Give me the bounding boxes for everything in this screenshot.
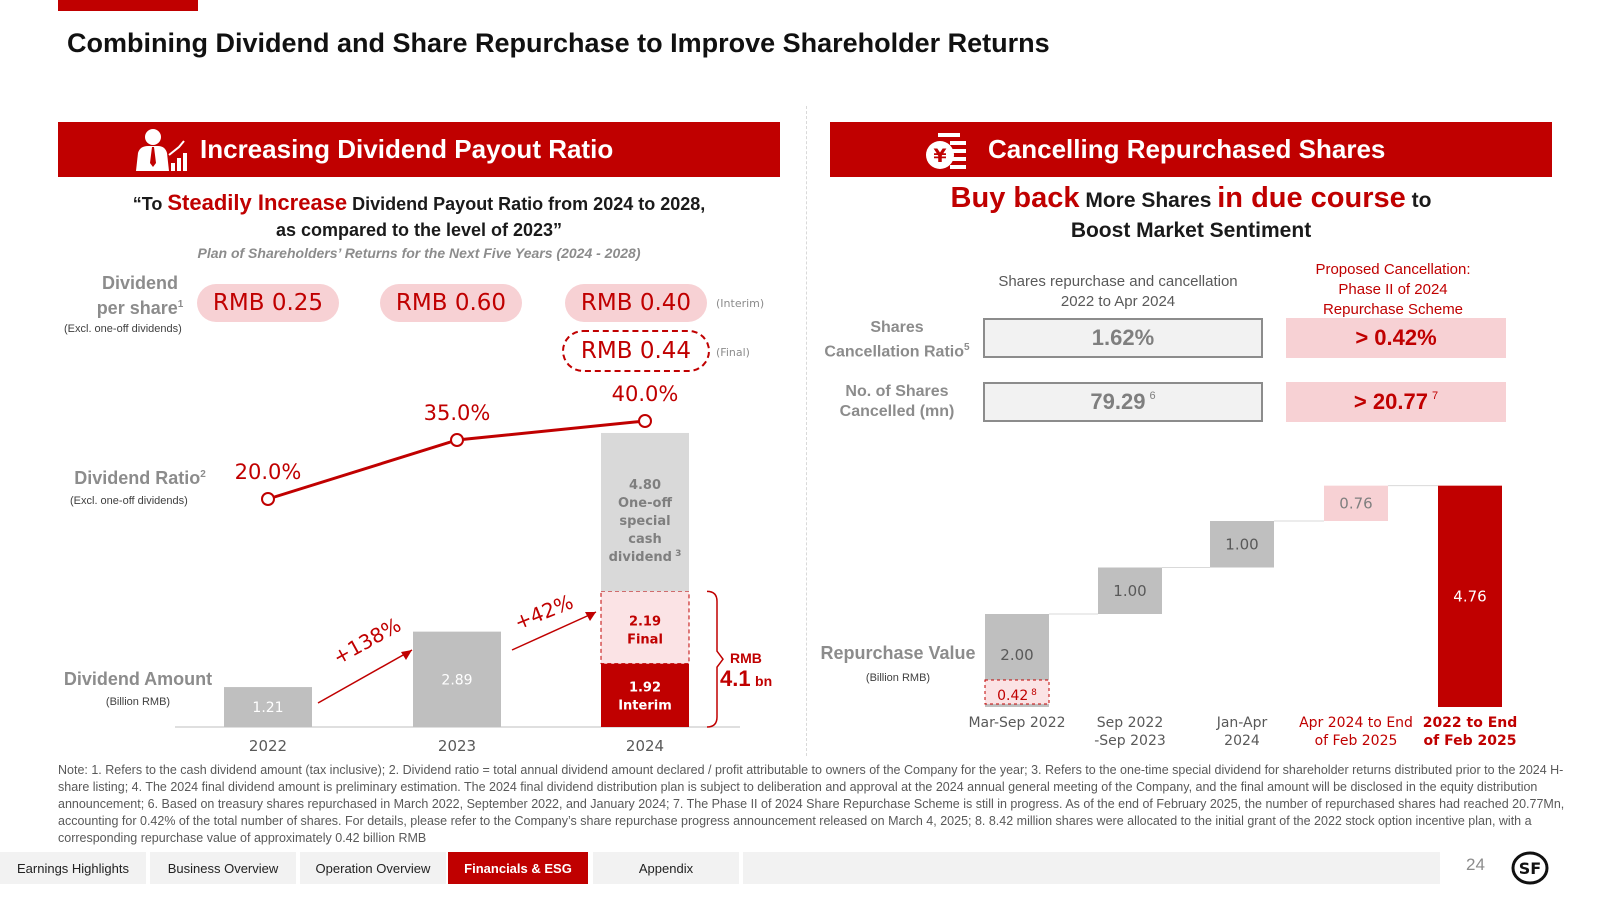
bar-interim-2024 (601, 663, 689, 727)
ratio-line (267, 419, 646, 501)
label-interim: 1.92 Interim (618, 680, 672, 713)
nav-financials-esg[interactable]: Financials & ESG (448, 852, 588, 884)
ratio-label-2022: 20.0% (235, 460, 302, 484)
shares-cancelled-value: 79.29 6 (983, 382, 1263, 422)
waterfall-bar-1 (1098, 567, 1162, 614)
value-label-2022: 1.21 (252, 700, 283, 716)
tick-label-2023: 2023 (438, 737, 476, 755)
col2-title: Proposed Cancellation: Phase II of 2024 … (1315, 261, 1471, 318)
svg-text:¥: ¥ (933, 145, 946, 167)
dividend-chart: 1.21 2022 2.89 2023 2.19 Final 4.80 One-off spec… (175, 382, 740, 755)
yuan-coin-list-icon: ¥ (926, 132, 966, 169)
growth-arrow-2 (511, 611, 597, 651)
bar-interim-2022 (224, 687, 312, 727)
top-accent-bar (58, 0, 198, 11)
sf-logo: SF (1511, 851, 1549, 885)
waterfall-value-4: 4.76 (1453, 587, 1486, 605)
nav-filler (743, 852, 1440, 884)
dps-pill-2024-final: RMB 0.44 (562, 330, 710, 372)
col1-title: Shares repurchase and cancellation 2022 … (998, 273, 1238, 310)
total-unit: bn (755, 673, 773, 689)
amount-label: Dividend Amount (Billion RMB) (63, 669, 213, 708)
proposed-ratio-value: > 0.42% (1286, 318, 1506, 358)
right-panel-header: ¥ Cancelling Repurchased Shares (830, 122, 1552, 177)
growth-arrowhead-1 (401, 650, 412, 660)
ratio-label: Dividend Ratio2 (Excl. one-off dividends… (70, 468, 206, 507)
nav-appendix[interactable]: Appendix (593, 852, 739, 884)
waterfall-category-4: 2022 to End of Feb 2025 (1423, 715, 1518, 749)
waterfall-category-2: Jan-Apr 2024 (1216, 715, 1268, 749)
repurchase-waterfall-chart: 2.00 Mar-Sep 2022 1.00 Sep 2022 -Sep 2023 1.0… (968, 485, 1518, 749)
ratio-point-2023 (450, 433, 464, 447)
tick-label-2022: 2022 (249, 737, 287, 755)
waterfall-value-1: 1.00 (1113, 582, 1146, 600)
repurchase-label: Repurchase Value (Billion RMB) (820, 643, 976, 684)
growth-label-2: +42% (511, 589, 577, 634)
cancel-ratio-value: 1.62% (983, 318, 1263, 358)
waterfall-bar-3 (1324, 485, 1388, 521)
quote-highlight: Steadily Increase (167, 190, 348, 215)
label-special: 4.80 One-off special cash dividend 3 (609, 478, 682, 565)
total-rmb-label: RMB (730, 650, 762, 666)
total-value: 4.1 (720, 666, 751, 691)
nav-operation-overview[interactable]: Operation Overview (300, 852, 446, 884)
waterfall-bar-4 (1438, 485, 1502, 707)
waterfall-value-2: 1.00 (1225, 535, 1258, 553)
footnote: Note: 1. Refers to the cash dividend amo… (58, 763, 1565, 845)
left-panel-header: Increasing Dividend Payout Ratio (58, 122, 780, 177)
right-panel-title: Cancelling Repurchased Shares (988, 134, 1386, 164)
bar-final-2024 (600, 590, 690, 665)
dividend-quote: “To Steadily Increase Dividend Payout Ra… (132, 190, 706, 240)
growth-arrowhead-2 (585, 612, 596, 621)
buyback-headline: Buy back More Shares in due course to Bo… (950, 182, 1432, 242)
waterfall-category-0: Mar-Sep 2022 (968, 715, 1065, 731)
waterfall-category-3: Apr 2024 to End of Feb 2025 (1299, 715, 1413, 749)
interim-tag: (Interim) (716, 297, 765, 310)
ratio-point-2024 (638, 414, 652, 428)
ratio-label-2024: 40.0% (612, 382, 679, 406)
waterfall-extra-bar (984, 679, 1050, 705)
row1-label: Shares Cancellation Ratio5 (824, 319, 970, 361)
waterfall-bar-2 (1210, 521, 1274, 568)
total-brace (706, 590, 724, 728)
final-tag: (Final) (716, 346, 750, 359)
total-dividend: RMB 4.1 bn (720, 650, 780, 692)
dps-label: Dividend per share1 (Excl. one-off divide… (64, 273, 184, 335)
dps-pill-2022: RMB 0.25 (197, 284, 339, 322)
ratio-label-2023: 35.0% (424, 401, 491, 425)
tick-label-2024: 2024 (626, 737, 664, 755)
dps-pill-2024-interim: RMB 0.40 (565, 284, 707, 322)
label-final: 2.19 Final (627, 615, 663, 648)
logo-text: SF (1519, 859, 1541, 878)
page-number: 24 (1466, 855, 1485, 874)
ratio-point-2022 (261, 492, 275, 506)
waterfall-category-1: Sep 2022 -Sep 2023 (1094, 715, 1166, 749)
nav-earnings-highlights[interactable]: Earnings Highlights (0, 852, 146, 884)
waterfall-value-3: 0.76 (1339, 494, 1372, 512)
person-growth-chart-icon (136, 128, 187, 171)
waterfall-extra-label: 0.42 8 (997, 688, 1037, 704)
page-title: Combining Dividend and Share Repurchase … (67, 28, 1050, 58)
nav-business-overview[interactable]: Business Overview (150, 852, 296, 884)
left-panel-title: Increasing Dividend Payout Ratio (200, 134, 614, 164)
growth-arrow-1 (317, 649, 413, 704)
row2-label: No. of Shares Cancelled (mn) (839, 383, 955, 420)
proposed-shares-value: > 20.77 7 (1286, 382, 1506, 422)
bar-interim-2023 (413, 631, 501, 727)
value-label-2023: 2.89 (441, 672, 472, 688)
waterfall-value-0: 2.00 (1000, 646, 1033, 664)
bar-special-2024 (601, 432, 689, 592)
dps-pill-2023: RMB 0.60 (380, 284, 522, 322)
panel-divider (806, 106, 807, 756)
plan-caption: Plan of Shareholders’ Returns for the Ne… (197, 245, 641, 261)
